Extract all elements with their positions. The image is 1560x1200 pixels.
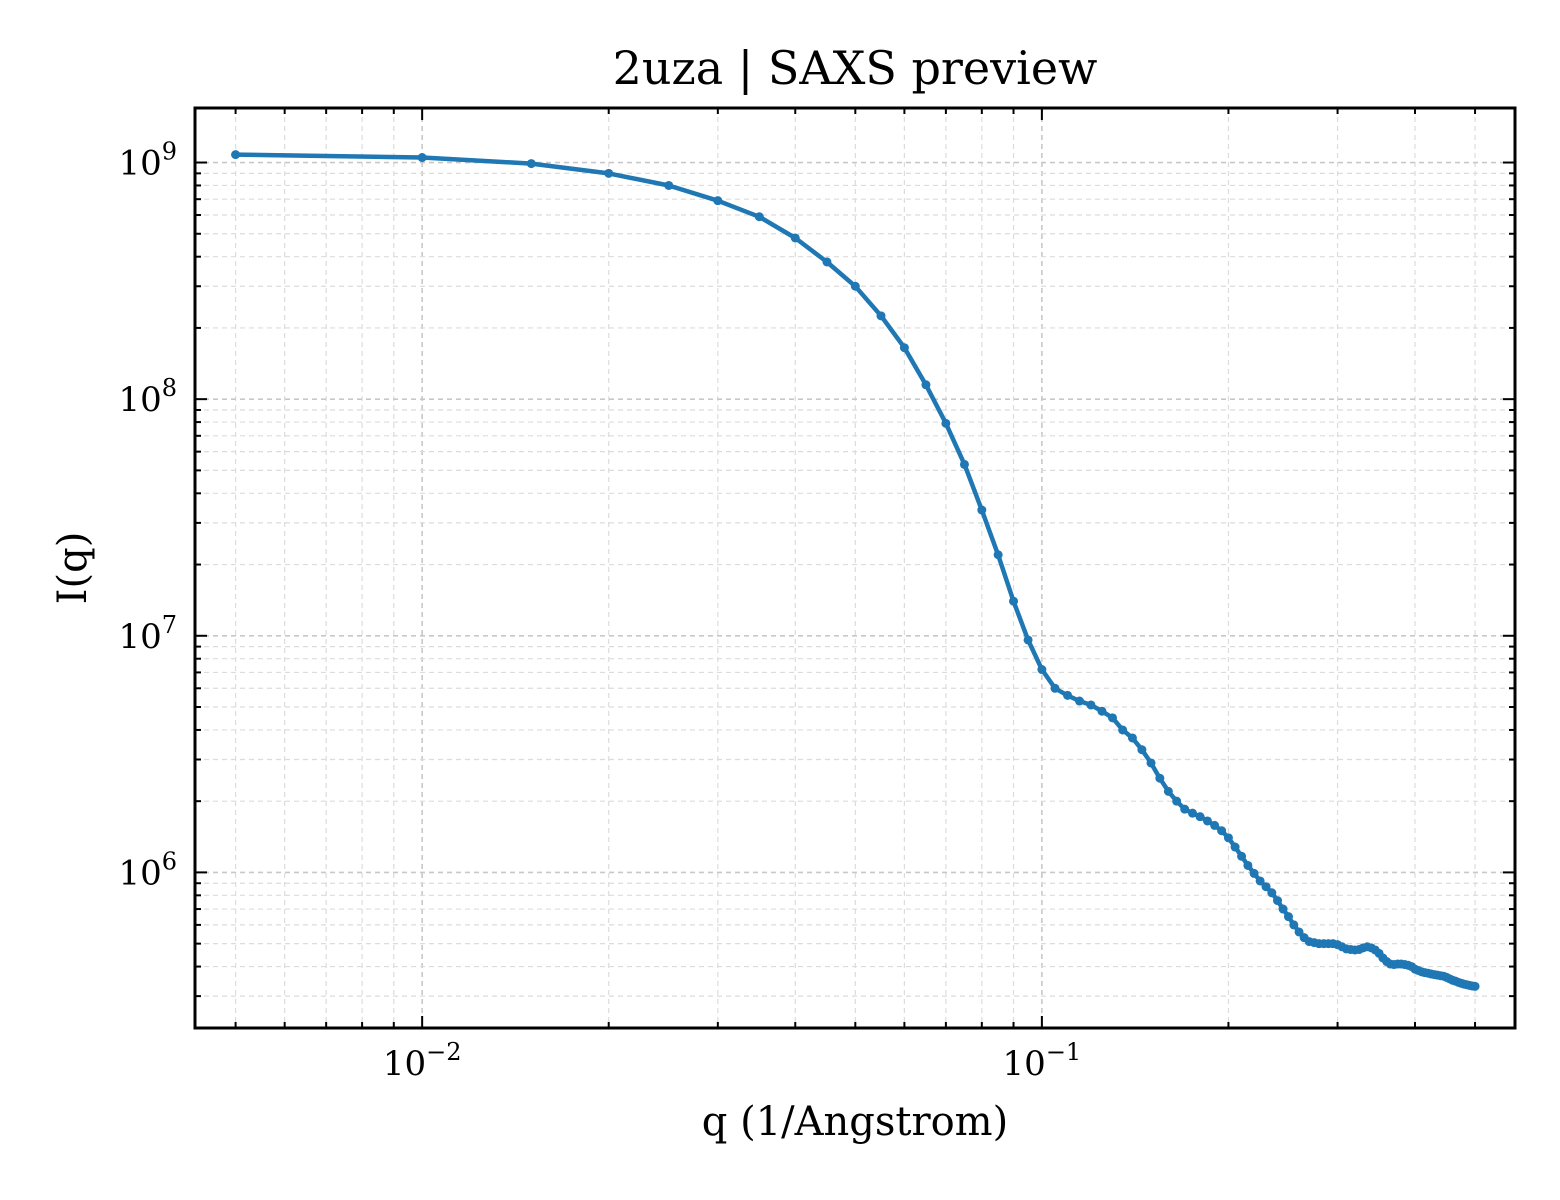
data-point (231, 150, 241, 160)
data-point (1278, 904, 1288, 914)
data-point (822, 257, 832, 267)
data-point (941, 418, 951, 428)
data-point (1155, 773, 1165, 783)
data-point (1127, 733, 1137, 743)
data-point (664, 180, 674, 190)
data-series (231, 150, 1480, 991)
data-point (1230, 842, 1240, 852)
data-point (713, 196, 723, 206)
data-point (1107, 713, 1117, 723)
data-point (417, 153, 427, 163)
y-axis-label: I(q) (50, 532, 96, 605)
data-point (1023, 635, 1033, 645)
x-axis-label: q (1/Angstrom) (702, 1099, 1008, 1145)
y-tick-label: 106 (118, 847, 177, 893)
chart-title: 2uza | SAXS preview (613, 41, 1098, 95)
data-point (604, 168, 614, 178)
data-point (1289, 920, 1299, 930)
data-point (977, 505, 987, 515)
data-point (1086, 700, 1096, 710)
data-point (1267, 888, 1277, 898)
y-tick-label: 107 (118, 611, 177, 657)
data-point (1074, 696, 1084, 706)
data-point (1187, 808, 1197, 818)
x-tick-label: 10−2 (383, 1038, 462, 1084)
data-point (1180, 804, 1190, 814)
data-point (1097, 706, 1107, 716)
data-point (1255, 876, 1265, 886)
data-point (1210, 820, 1220, 830)
data-point (1217, 826, 1227, 836)
data-point (790, 233, 800, 243)
data-point (1063, 690, 1073, 700)
data-point (876, 311, 886, 321)
plot-frame (193, 106, 1517, 1030)
data-point (1273, 896, 1283, 906)
grid (195, 108, 1515, 1028)
data-point (1146, 758, 1156, 768)
x-tick-label: 10−1 (1003, 1038, 1082, 1084)
y-tick-label: 109 (118, 138, 177, 184)
data-point (1195, 812, 1205, 822)
data-point (1050, 683, 1060, 693)
data-point (1261, 882, 1271, 892)
data-point (899, 343, 909, 353)
data-point (1243, 860, 1253, 870)
data-point (1202, 816, 1212, 826)
data-point (1237, 851, 1247, 861)
y-tick-label: 108 (118, 374, 177, 420)
data-point (1137, 745, 1147, 755)
data-point (1163, 786, 1173, 796)
data-point (1249, 868, 1259, 878)
data-point (1118, 725, 1128, 735)
data-point (921, 380, 931, 390)
data-point (1009, 596, 1019, 606)
data-point (1470, 981, 1480, 991)
data-point (754, 212, 764, 222)
data-point (1283, 912, 1293, 922)
data-point (959, 459, 969, 469)
data-point (993, 550, 1003, 560)
data-point (850, 281, 860, 291)
data-point (1172, 796, 1182, 806)
data-point (1223, 833, 1233, 843)
data-point (526, 159, 536, 169)
data-point (1037, 665, 1047, 675)
